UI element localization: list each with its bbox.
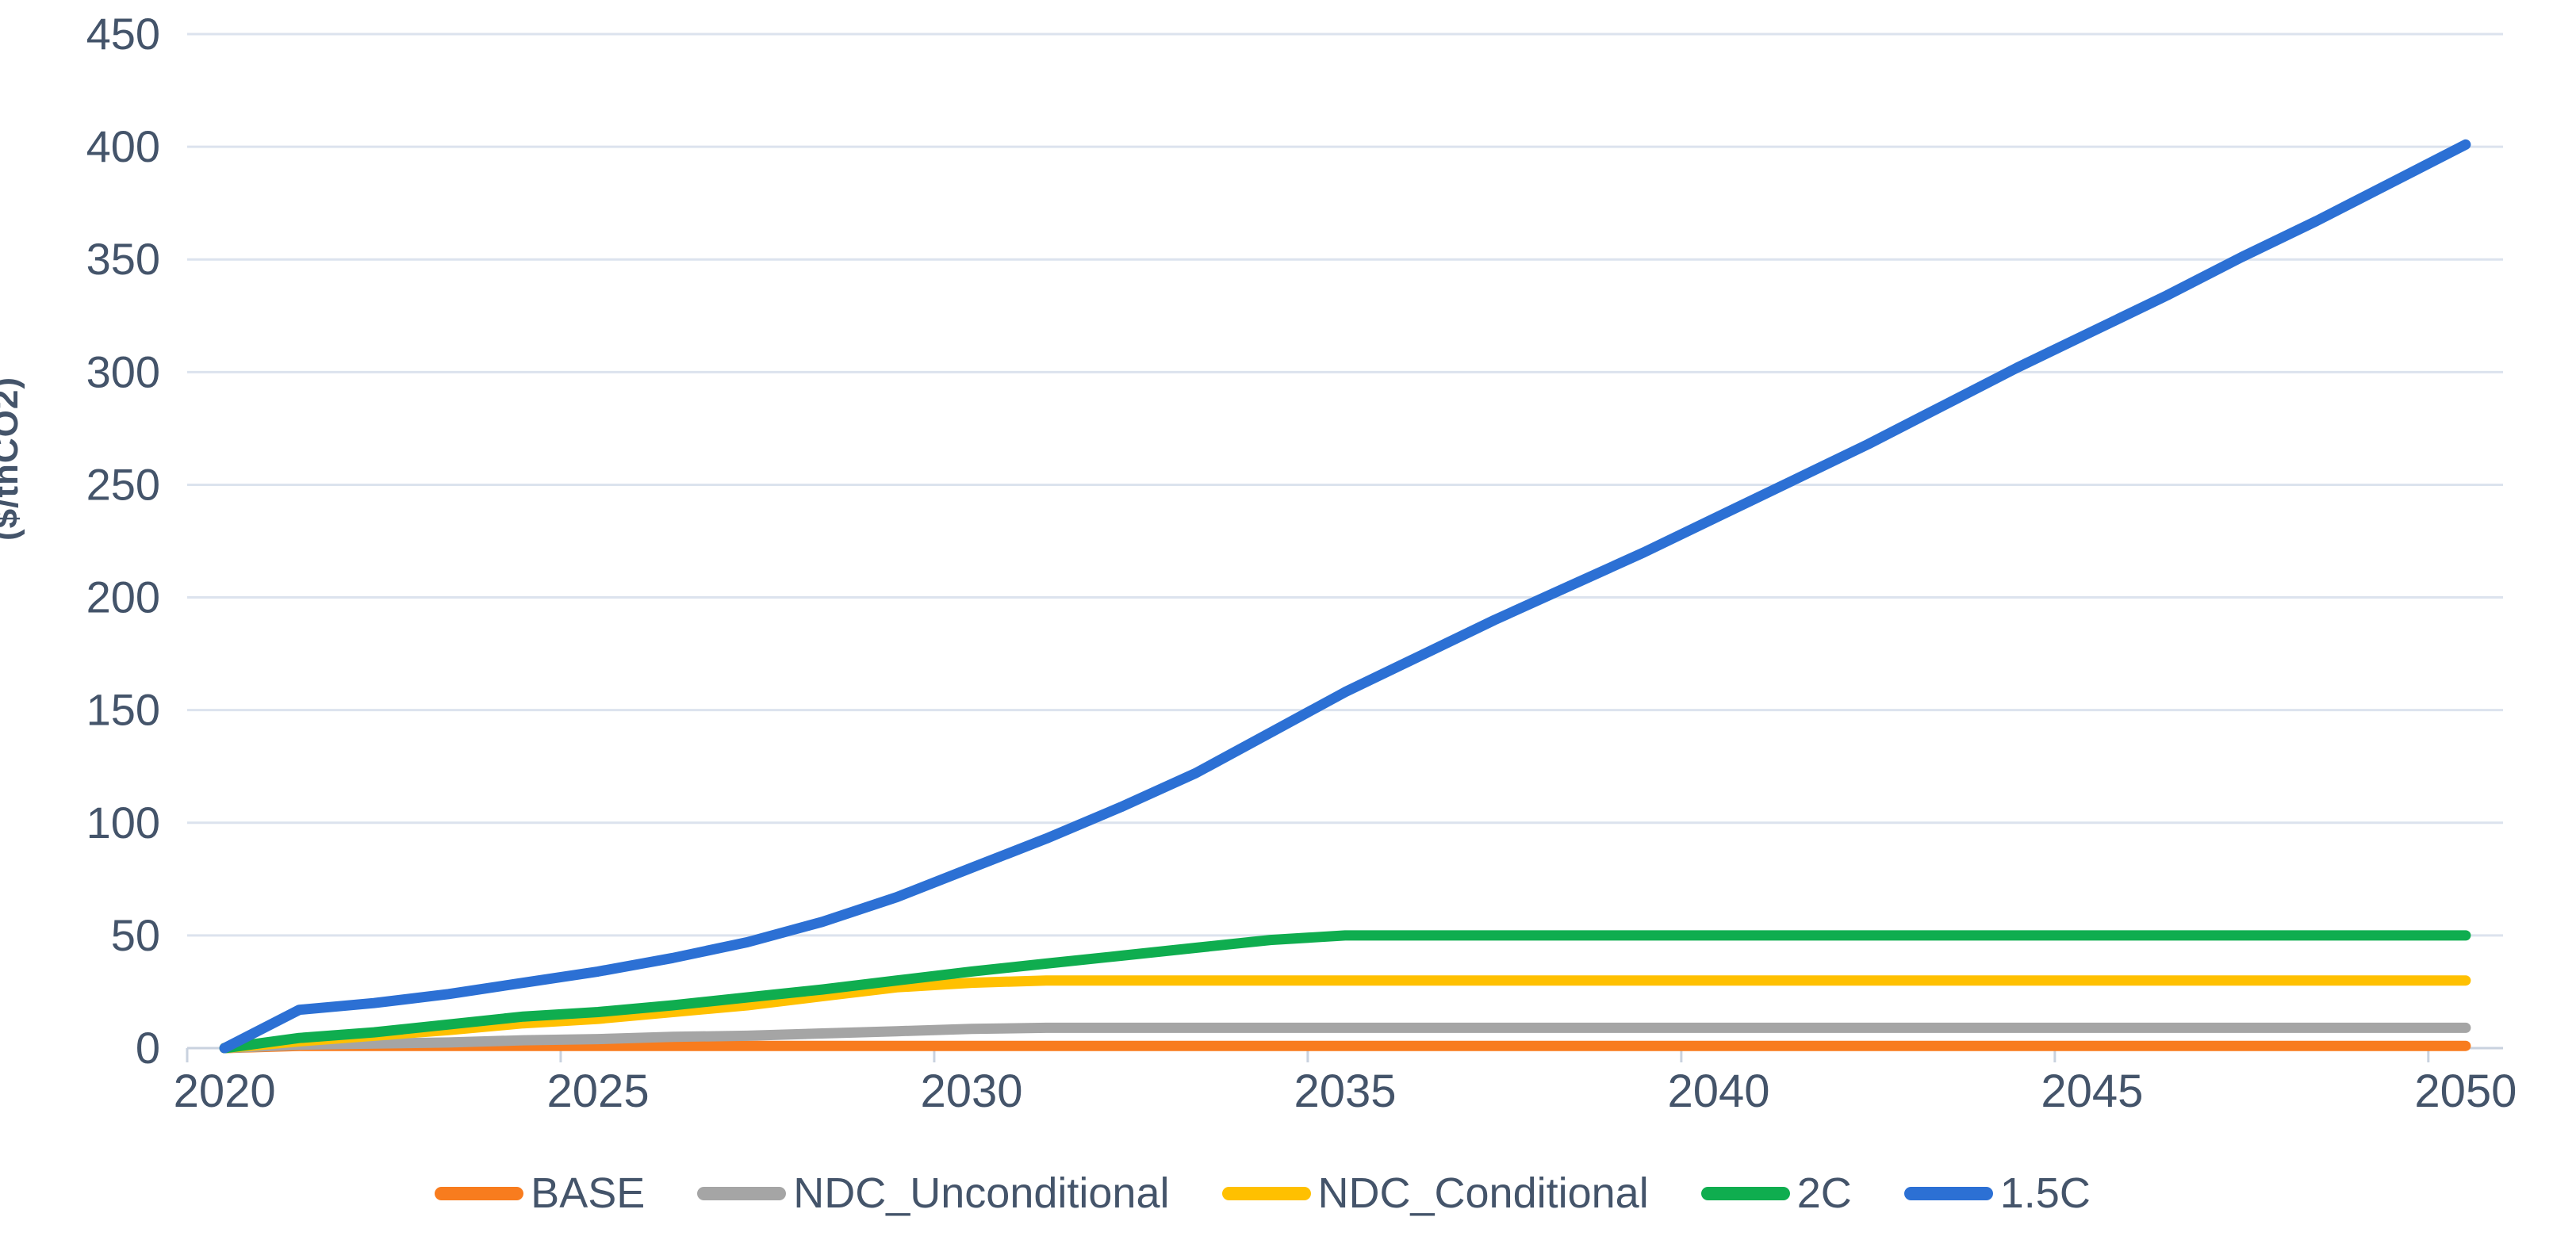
legend-swatch-NDC_Conditional — [1221, 1186, 1311, 1200]
y-tick-label: 400 — [86, 121, 160, 171]
series-line-BASE — [219, 1040, 2471, 1054]
series-line-NDC_Conditional — [219, 975, 2471, 1054]
legend-label: NDC_Unconditional — [793, 1169, 1170, 1217]
y-tick-label: 150 — [86, 685, 160, 735]
x-tick-label: 2050 — [2414, 1066, 2517, 1117]
legend-swatch-2C — [1700, 1186, 1790, 1200]
series-line-1.5C — [219, 139, 2471, 1054]
y-tick-label: 0 — [136, 1023, 160, 1073]
y-tick-label: 100 — [86, 798, 160, 848]
y-tick-label: 250 — [86, 459, 160, 509]
y-axis-title: ($/tnCO2) — [0, 377, 25, 541]
legend-label: 2C — [1796, 1169, 1852, 1217]
series-line-NDC_Unconditional — [219, 1022, 2471, 1054]
legend-label: 1.5C — [1999, 1169, 2091, 1217]
y-tick-label: 300 — [86, 346, 160, 396]
series-lines — [219, 139, 2471, 1054]
y-tick-label: 200 — [86, 572, 160, 622]
legend-label: BASE — [531, 1169, 646, 1217]
gridlines — [187, 33, 2503, 937]
y-tick-labels: 0 50 100 150 200 250 300 350 400 450 — [86, 9, 160, 1073]
x-tick-labels: 2020 2025 2030 2035 2040 2045 2050 — [174, 1066, 2517, 1117]
x-tick-label: 2040 — [1667, 1066, 1769, 1117]
legend-swatch-BASE — [435, 1186, 524, 1200]
legend-swatch-NDC_Unconditional — [697, 1186, 787, 1200]
x-tick-label: 2030 — [921, 1066, 1023, 1117]
legend: BASE NDC_Unconditional NDC_Conditional 2C 1.… — [0, 1172, 2525, 1215]
x-tick-label: 2045 — [2041, 1066, 2143, 1117]
legend-swatch-1.5C — [1903, 1186, 1993, 1200]
series-line-2C — [219, 930, 2471, 1054]
x-tick-label: 2020 — [174, 1066, 276, 1117]
legend-item-2C: 2C — [1700, 1169, 1852, 1217]
x-tick-label: 2035 — [1294, 1066, 1396, 1117]
y-tick-label: 450 — [86, 9, 160, 59]
y-tick-label: 50 — [111, 910, 160, 960]
x-tick-label: 2025 — [547, 1066, 650, 1117]
legend-item-BASE: BASE — [435, 1172, 645, 1215]
legend-item-NDC_Unconditional: NDC_Unconditional — [697, 1169, 1170, 1217]
legend-label: NDC_Conditional — [1317, 1169, 1649, 1217]
y-tick-label: 350 — [86, 234, 160, 284]
legend-item-1.5C: 1.5C — [1903, 1169, 2091, 1217]
legend-item-NDC_Conditional: NDC_Conditional — [1221, 1169, 1649, 1217]
